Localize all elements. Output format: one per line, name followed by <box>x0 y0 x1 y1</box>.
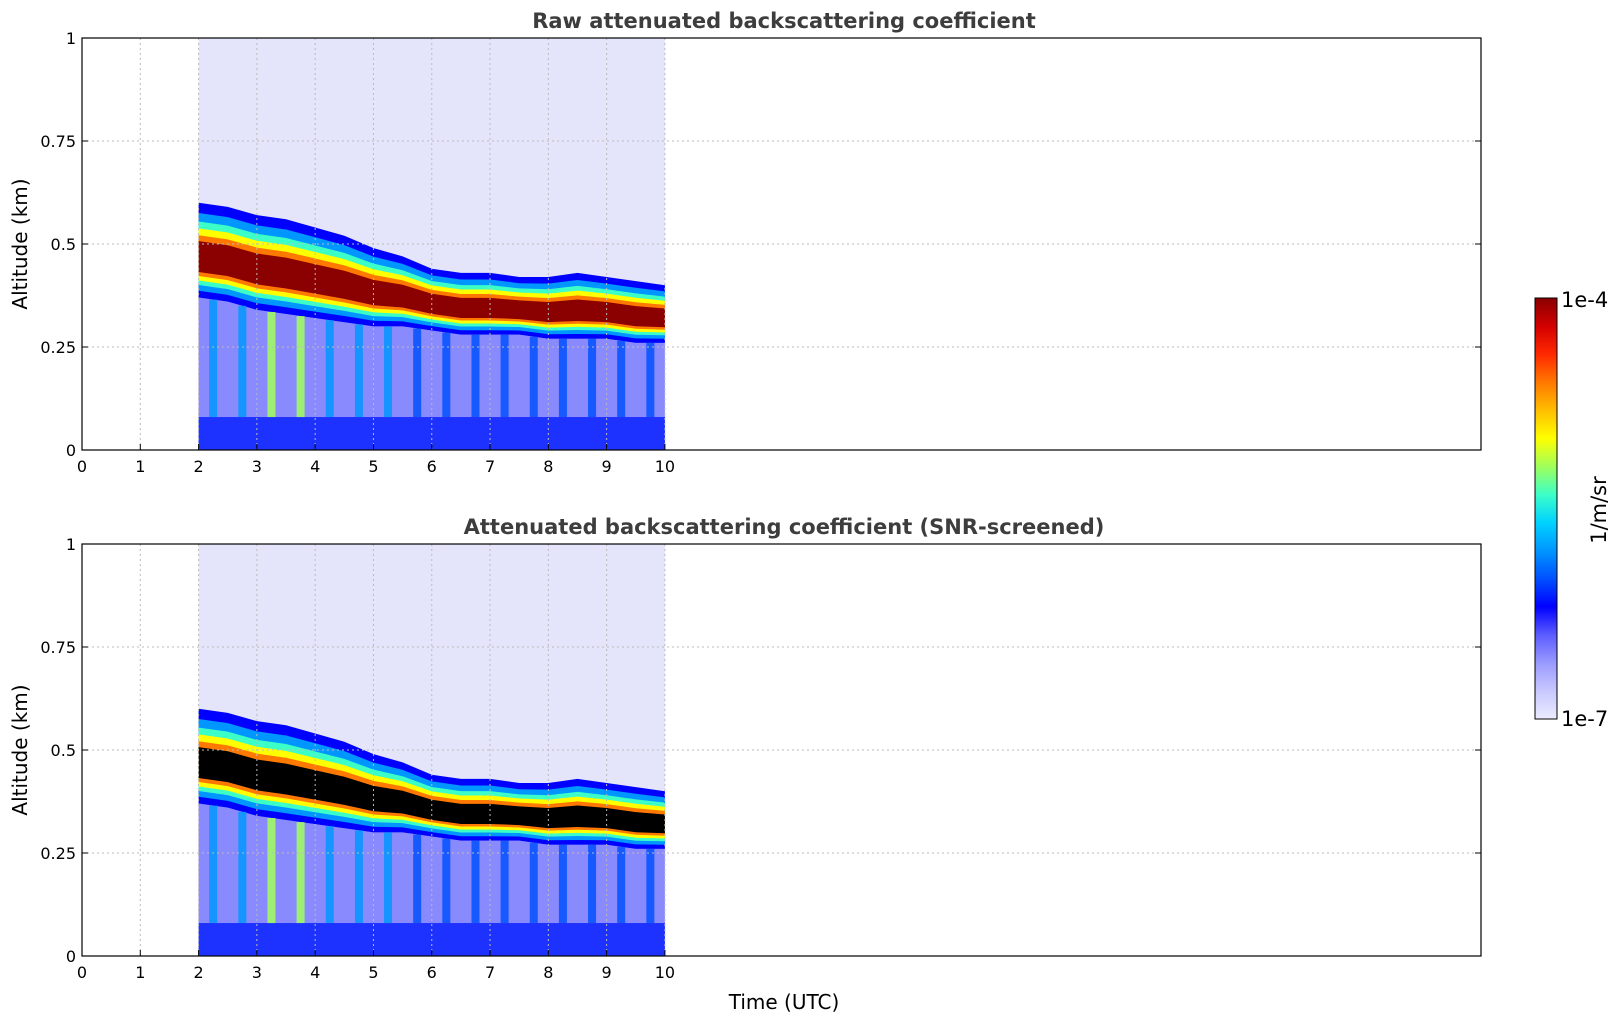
heatmap-streak <box>646 848 655 924</box>
x-tick-label: 6 <box>427 457 437 476</box>
heatmap-layer-band <box>198 241 665 328</box>
heatmap-streak <box>617 340 626 418</box>
y-tick-label: 0 <box>66 441 76 460</box>
heatmap-streak <box>558 338 567 418</box>
panel-raw-title: Raw attenuated backscattering coefficien… <box>532 9 1036 33</box>
heatmap-streak <box>617 846 626 924</box>
x-tick-label: 4 <box>310 963 320 982</box>
y-tick-label: 0.25 <box>40 844 76 863</box>
y-tick-label: 0.5 <box>51 741 76 760</box>
panel-screened-y-ticks: 0 0.25 0.5 0.75 1 <box>40 535 1481 966</box>
heatmap-streak <box>529 842 538 924</box>
panel-screened-y-label: Altitude (km) <box>8 684 32 815</box>
panel-raw: Raw attenuated backscattering coefficien… <box>8 9 1482 476</box>
colorbar-min-label: 1e-7 <box>1561 707 1608 731</box>
heatmap-streak <box>500 334 509 418</box>
heatmap-streak <box>238 305 247 418</box>
x-tick-label: 2 <box>193 963 203 982</box>
heatmap-streak <box>354 830 363 924</box>
y-tick-label: 1 <box>66 535 76 554</box>
colorbar: 1e-4 1e-7 1/m/sr <box>1534 288 1611 731</box>
x-tick-label: 5 <box>368 457 378 476</box>
y-tick-label: 0.25 <box>40 338 76 357</box>
panel-screened-title: Attenuated backscattering coefficient (S… <box>464 515 1105 539</box>
heatmap-streak <box>442 838 451 924</box>
x-tick-label: 7 <box>485 963 495 982</box>
x-tick-label: 5 <box>368 963 378 982</box>
y-tick-label: 1 <box>66 29 76 48</box>
x-tick-label: 0 <box>77 457 87 476</box>
heatmap-streak <box>471 840 480 924</box>
colorbar-max-label: 1e-4 <box>1561 288 1608 312</box>
y-tick-label: 0.75 <box>40 132 76 151</box>
panel-raw-x-ticks: 0 1 2 3 4 5 6 7 8 9 10 <box>77 444 675 476</box>
heatmap-streak <box>296 316 305 418</box>
heatmap-streak <box>588 844 597 924</box>
heatmap-streak <box>558 844 567 924</box>
y-tick-label: 0.75 <box>40 638 76 657</box>
heatmap-streak <box>413 328 422 418</box>
x-tick-label: 1 <box>135 963 145 982</box>
heatmap-streak <box>529 336 538 418</box>
heatmap-streak <box>384 326 393 418</box>
panel-raw-y-label: Altitude (km) <box>8 178 32 309</box>
panel-screened-x-ticks: 0 1 2 3 4 5 6 7 8 9 10 <box>77 950 675 982</box>
colorbar-gradient <box>1534 297 1558 720</box>
colorbar-unit-label: 1/m/sr <box>1587 476 1611 544</box>
heatmap-streak <box>267 817 276 924</box>
x-tick-label: 0 <box>77 963 87 982</box>
x-tick-label: 8 <box>543 457 553 476</box>
heatmap-streak <box>384 832 393 924</box>
x-tick-label: 2 <box>193 457 203 476</box>
heatmap-streak <box>471 334 480 418</box>
heatmap-streak <box>413 834 422 924</box>
heatmap-streak <box>267 311 276 418</box>
heatmap-streak <box>442 332 451 418</box>
heatmap-streak <box>209 805 218 924</box>
x-tick-label: 9 <box>602 457 612 476</box>
heatmap-streak <box>209 299 218 418</box>
heatmap-streak <box>325 826 334 924</box>
x-tick-label: 8 <box>543 963 553 982</box>
x-tick-label: 9 <box>602 963 612 982</box>
heatmap-layer-band <box>198 747 665 834</box>
heatmap-streak <box>500 840 509 924</box>
x-tick-label: 10 <box>655 963 675 982</box>
y-tick-label: 0 <box>66 947 76 966</box>
x-tick-label: 10 <box>655 457 675 476</box>
x-tick-label: 6 <box>427 963 437 982</box>
x-axis-label: Time (UTC) <box>728 990 840 1014</box>
x-tick-label: 7 <box>485 457 495 476</box>
panel-screened: Attenuated backscattering coefficient (S… <box>8 515 1482 1014</box>
heatmap-streak <box>325 320 334 418</box>
x-tick-label: 4 <box>310 457 320 476</box>
x-tick-label: 1 <box>135 457 145 476</box>
heatmap-streak <box>646 342 655 418</box>
x-tick-label: 3 <box>252 457 262 476</box>
y-tick-label: 0.5 <box>51 235 76 254</box>
heatmap-streak <box>238 811 247 924</box>
heatmap-streak <box>296 822 305 924</box>
panel-raw-y-ticks: 0 0.25 0.5 0.75 1 <box>40 29 1481 460</box>
x-tick-label: 3 <box>252 963 262 982</box>
heatmap-streak <box>588 338 597 418</box>
heatmap-streak <box>354 324 363 418</box>
